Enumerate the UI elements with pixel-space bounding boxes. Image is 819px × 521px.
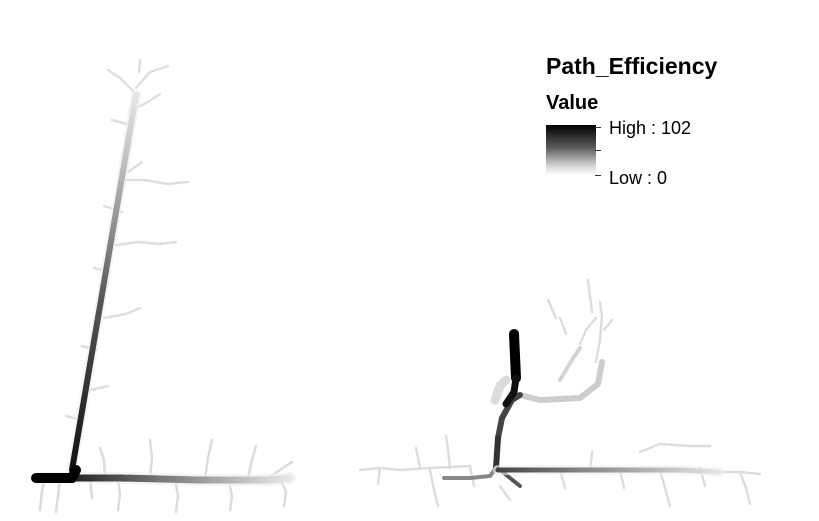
map-legend: Path_Efficiency Value High : 102 Low : 0: [546, 53, 786, 203]
legend-tick-low: [595, 175, 601, 176]
left-path-network: [31, 58, 296, 514]
legend-tick-high: [595, 127, 601, 128]
legend-tick-mid: [595, 150, 601, 151]
legend-title: Path_Efficiency: [546, 53, 718, 79]
legend-color-ramp: [546, 125, 596, 175]
legend-high-label: High : 102: [609, 118, 692, 138]
right-path-network: [358, 278, 762, 508]
legend-subtitle: Value: [546, 92, 599, 114]
legend-low-label: Low : 0: [609, 168, 668, 188]
